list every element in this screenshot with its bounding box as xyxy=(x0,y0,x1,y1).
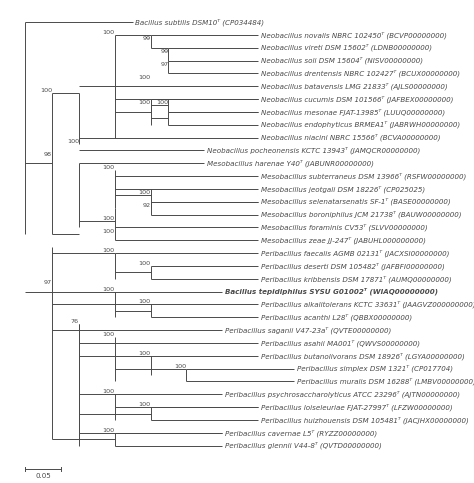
Text: Mesobacillus selenatarsenatis SF-1ᵀ (BASE00000000): Mesobacillus selenatarsenatis SF-1ᵀ (BAS… xyxy=(261,198,450,205)
Text: Peribacillus butanolivorans DSM 18926ᵀ (LGYA00000000): Peribacillus butanolivorans DSM 18926ᵀ (… xyxy=(261,352,465,359)
Text: Neobacillus vireti DSM 15602ᵀ (LDNB00000000): Neobacillus vireti DSM 15602ᵀ (LDNB00000… xyxy=(261,44,432,52)
Text: 100: 100 xyxy=(102,216,115,221)
Text: Mesobacillus boroniphilus JCM 21738ᵀ (BAUW00000000): Mesobacillus boroniphilus JCM 21738ᵀ (BA… xyxy=(261,211,461,218)
Text: Peribacillus simplex DSM 1321ᵀ (CP017704): Peribacillus simplex DSM 1321ᵀ (CP017704… xyxy=(297,365,453,372)
Text: Neobacillus pocheonensis KCTC 13943ᵀ (JAMQCR00000000): Neobacillus pocheonensis KCTC 13943ᵀ (JA… xyxy=(207,147,420,154)
Text: 100: 100 xyxy=(174,364,186,369)
Text: 100: 100 xyxy=(102,428,115,433)
Text: Neobacillus novalis NBRC 102450ᵀ (BCVP00000000): Neobacillus novalis NBRC 102450ᵀ (BCVP00… xyxy=(261,31,447,39)
Text: 99: 99 xyxy=(142,36,151,41)
Text: 99: 99 xyxy=(160,49,168,54)
Text: 100: 100 xyxy=(156,100,168,105)
Text: 100: 100 xyxy=(138,299,151,304)
Text: Peribacillus saganii V47-23aᵀ (QVTE00000000): Peribacillus saganii V47-23aᵀ (QVTE00000… xyxy=(225,327,391,334)
Text: Mesobacillus zeae JJ-247ᵀ (JABUHL000000000): Mesobacillus zeae JJ-247ᵀ (JABUHL0000000… xyxy=(261,237,426,244)
Text: Mesobacillus subterraneus DSM 13966ᵀ (RSFW00000000): Mesobacillus subterraneus DSM 13966ᵀ (RS… xyxy=(261,172,466,180)
Text: 100: 100 xyxy=(138,402,151,407)
Text: 0.05: 0.05 xyxy=(35,473,51,479)
Text: Peribacillus loiseleuriae FJAT-27997ᵀ (LFZW00000000): Peribacillus loiseleuriae FJAT-27997ᵀ (L… xyxy=(261,403,452,411)
Text: 100: 100 xyxy=(102,229,115,234)
Text: Neobacillus endophyticus BRMEA1ᵀ (JABRWH00000000): Neobacillus endophyticus BRMEA1ᵀ (JABRWH… xyxy=(261,121,460,128)
Text: Peribacillus muralis DSM 16288ᵀ (LMBV00000000): Peribacillus muralis DSM 16288ᵀ (LMBV000… xyxy=(297,378,474,385)
Text: 100: 100 xyxy=(102,165,115,170)
Text: Peribacillus kribbensis DSM 17871ᵀ (AUMQ00000000): Peribacillus kribbensis DSM 17871ᵀ (AUMQ… xyxy=(261,275,451,283)
Text: Peribacillus cavernae L5ᵀ (RYZZ00000000): Peribacillus cavernae L5ᵀ (RYZZ00000000) xyxy=(225,429,377,437)
Text: Neobacillus niacini NBRC 15566ᵀ (BCVA00000000): Neobacillus niacini NBRC 15566ᵀ (BCVA000… xyxy=(261,134,440,142)
Text: 76: 76 xyxy=(71,319,79,324)
Text: Bacillus tepidiphilus SYSU G01002ᵀ (WIAQ00000000): Bacillus tepidiphilus SYSU G01002ᵀ (WIAQ… xyxy=(225,288,438,296)
Text: 100: 100 xyxy=(40,87,52,93)
Text: 100: 100 xyxy=(102,331,115,337)
Text: Bacillus subtilis DSM10ᵀ (CP034484): Bacillus subtilis DSM10ᵀ (CP034484) xyxy=(136,18,264,26)
Text: 97: 97 xyxy=(160,62,168,67)
Text: Peribacillus huizhouensis DSM 105481ᵀ (JACJHX00000000): Peribacillus huizhouensis DSM 105481ᵀ (J… xyxy=(261,416,468,424)
Text: Peribacillus psychrosaccharolyticus ATCC 23296ᵀ (AJTN00000000): Peribacillus psychrosaccharolyticus ATCC… xyxy=(225,391,460,398)
Text: Neobacillus batavensis LMG 21833ᵀ (AJLS00000000): Neobacillus batavensis LMG 21833ᵀ (AJLS0… xyxy=(261,83,447,90)
Text: 97: 97 xyxy=(44,280,52,285)
Text: Peribacillus acanthi L28ᵀ (QBBX00000000): Peribacillus acanthi L28ᵀ (QBBX00000000) xyxy=(261,313,412,321)
Text: 100: 100 xyxy=(138,261,151,266)
Text: Neobacillus drentensis NBRC 102427ᵀ (BCUX00000000): Neobacillus drentensis NBRC 102427ᵀ (BCU… xyxy=(261,70,460,77)
Text: Mesobacillus foraminis CV53ᵀ (SLVV00000000): Mesobacillus foraminis CV53ᵀ (SLVV000000… xyxy=(261,224,428,231)
Text: 100: 100 xyxy=(102,286,115,292)
Text: 100: 100 xyxy=(138,351,151,356)
Text: Mesobacillus harenae Y40ᵀ (JABUNR00000000): Mesobacillus harenae Y40ᵀ (JABUNR0000000… xyxy=(207,159,374,167)
Text: Neobacillus soli DSM 15604ᵀ (NISV00000000): Neobacillus soli DSM 15604ᵀ (NISV0000000… xyxy=(261,57,423,64)
Text: 100: 100 xyxy=(138,100,151,105)
Text: Peribacillus deserti DSM 105482ᵀ (JAFBFI00000000): Peribacillus deserti DSM 105482ᵀ (JAFBFI… xyxy=(261,262,445,270)
Text: 100: 100 xyxy=(67,139,79,144)
Text: Peribacillus glennii V44-8ᵀ (QVTD00000000): Peribacillus glennii V44-8ᵀ (QVTD0000000… xyxy=(225,442,382,449)
Text: 100: 100 xyxy=(102,389,115,394)
Text: 100: 100 xyxy=(102,248,115,253)
Text: 100: 100 xyxy=(138,190,151,195)
Text: 92: 92 xyxy=(143,203,151,208)
Text: Peribacillus faecalis AGMB 02131ᵀ (JACXSI00000000): Peribacillus faecalis AGMB 02131ᵀ (JACXS… xyxy=(261,249,449,257)
Text: 100: 100 xyxy=(138,75,151,80)
Text: Peribacillus alkalitolerans KCTC 33631ᵀ (JAAGVZ000000000): Peribacillus alkalitolerans KCTC 33631ᵀ … xyxy=(261,301,474,308)
Text: Neobacillus cucumis DSM 101566ᵀ (JAFBEX00000000): Neobacillus cucumis DSM 101566ᵀ (JAFBEX0… xyxy=(261,95,453,103)
Text: 98: 98 xyxy=(44,152,52,157)
Text: Peribacillus asahii MA001ᵀ (QWVS00000000): Peribacillus asahii MA001ᵀ (QWVS00000000… xyxy=(261,339,420,347)
Text: Neobacillus mesonae FJAT-13985ᵀ (LUUQ00000000): Neobacillus mesonae FJAT-13985ᵀ (LUUQ000… xyxy=(261,108,445,115)
Text: 100: 100 xyxy=(102,30,115,35)
Text: Mesobacillus jeotgali DSM 18226ᵀ (CP025025): Mesobacillus jeotgali DSM 18226ᵀ (CP0250… xyxy=(261,185,425,193)
